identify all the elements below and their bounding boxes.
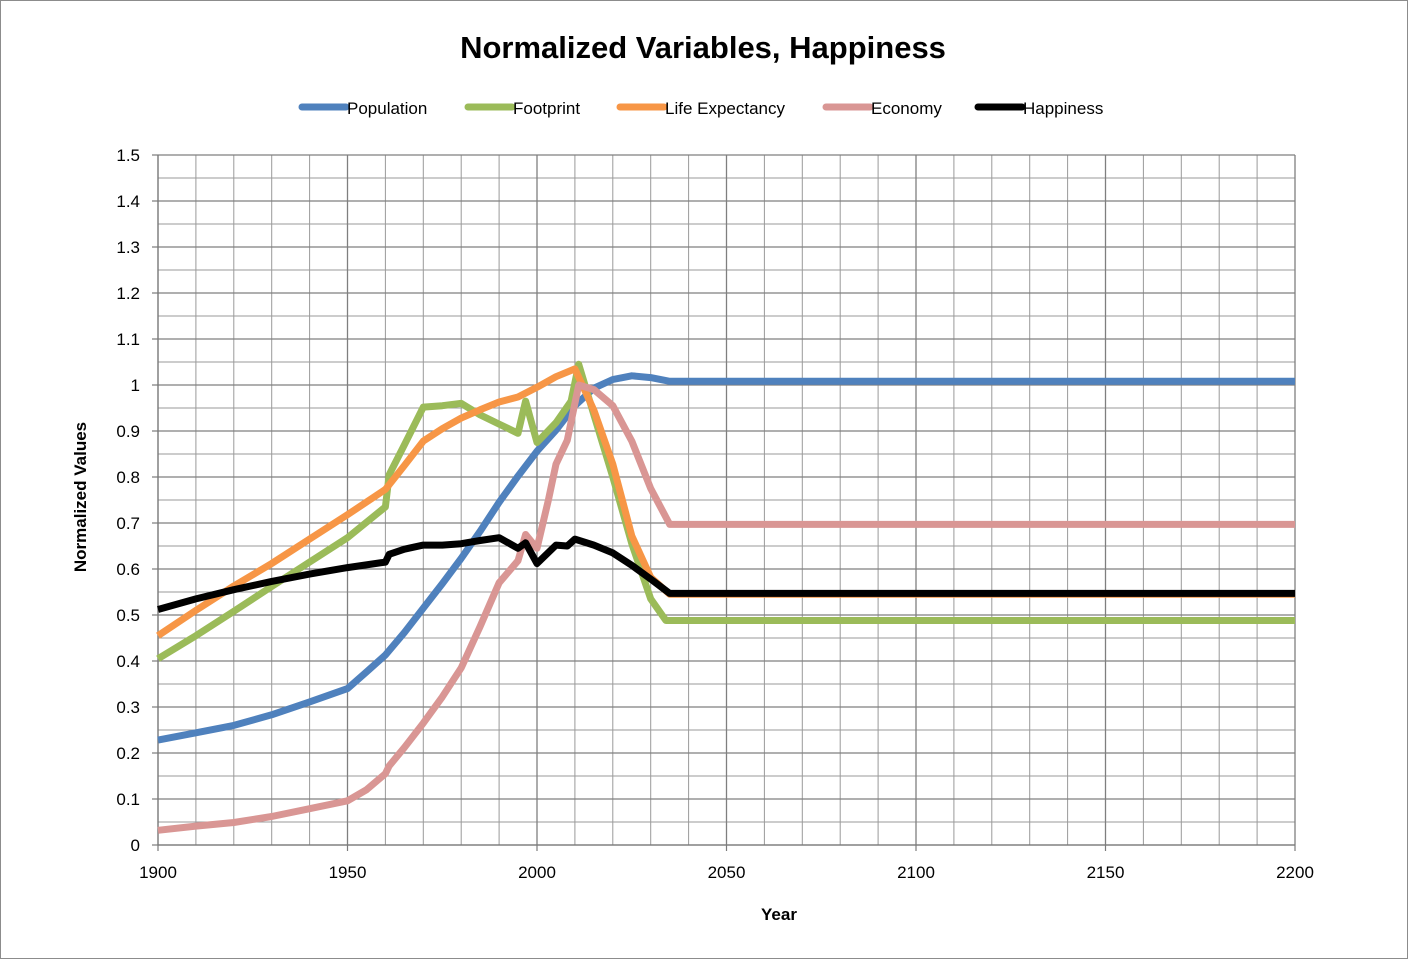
y-tick-label: 1.2 (116, 284, 140, 303)
x-axis-title: Year (761, 905, 797, 924)
legend-label-happiness: Happiness (1023, 99, 1103, 118)
y-tick-label: 0.2 (116, 744, 140, 763)
series-line-happiness (157, 534, 1295, 613)
legend-label-footprint: Footprint (513, 99, 580, 118)
y-tick-label: 0.1 (116, 790, 140, 809)
x-tick-label: 2000 (518, 863, 556, 882)
y-tick-label: 0.3 (116, 698, 140, 717)
y-tick-label: 0.6 (116, 560, 140, 579)
x-tick-label: 2150 (1087, 863, 1125, 882)
y-tick-label: 1.1 (116, 330, 140, 349)
y-tick-label: 0.8 (116, 468, 140, 487)
major-gridlines (157, 154, 1296, 846)
x-axis-tick-labels: 1900 1950 2000 2050 2100 2150 2200 (139, 863, 1314, 882)
y-tick-label: 0.5 (116, 606, 140, 625)
y-axis-tick-labels: 0 0.1 0.2 0.3 0.4 0.5 0.6 0.7 0.8 0.9 1 1.1 1.2 1.3 1.… (116, 146, 140, 855)
x-tick-label: 2200 (1276, 863, 1314, 882)
series-line-life-expectancy (156, 365, 1295, 639)
y-tick-label: 0.9 (116, 422, 140, 441)
legend-label-life-expectancy: Life Expectancy (665, 99, 786, 118)
y-tick-label: 0.4 (116, 652, 140, 671)
y-tick-label: 0 (131, 836, 140, 855)
y-tick-label: 1.3 (116, 238, 140, 257)
y-axis-title: Normalized Values (71, 422, 90, 572)
y-tick-label: 0.7 (116, 514, 140, 533)
series-line-economy (157, 381, 1295, 834)
chart-title: Normalized Variables, Happiness (460, 30, 946, 65)
series-lines (156, 360, 1295, 834)
legend-label-economy: Economy (871, 99, 942, 118)
y-tick-label: 1.4 (116, 192, 140, 211)
legend-label-population: Population (347, 99, 427, 118)
x-tick-label: 1950 (329, 863, 367, 882)
x-tick-label: 2100 (897, 863, 935, 882)
series-line-population (157, 372, 1295, 744)
axes (152, 154, 1296, 851)
x-tick-label: 2050 (708, 863, 746, 882)
y-tick-label: 1.5 (116, 146, 140, 165)
y-tick-label: 1 (131, 376, 140, 395)
legend: Population Footprint Life Expectancy Econom… (298, 99, 1103, 118)
x-tick-label: 1900 (139, 863, 177, 882)
